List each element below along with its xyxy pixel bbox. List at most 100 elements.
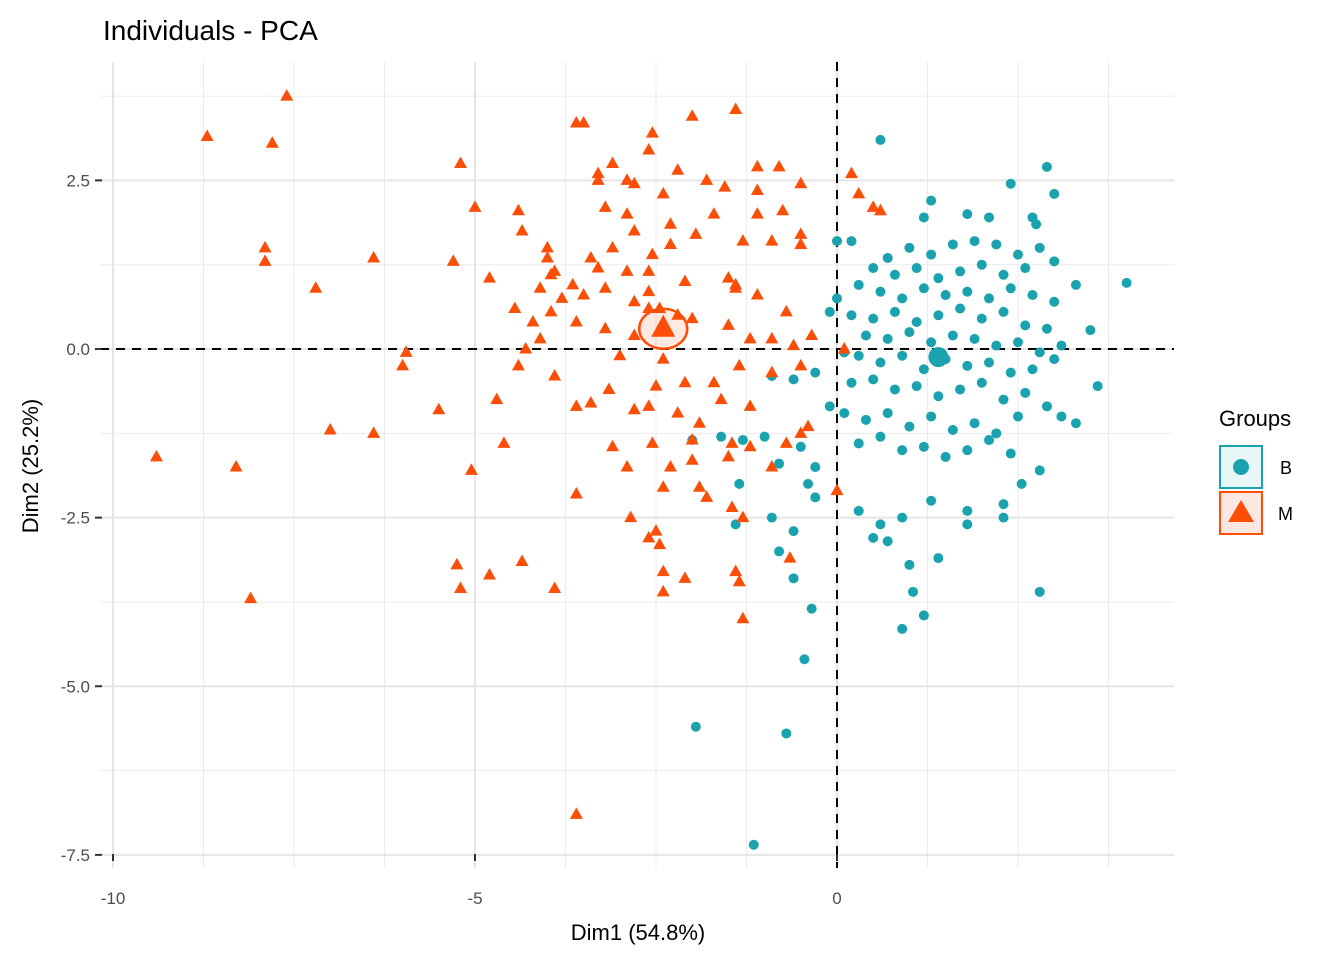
data-point-m <box>450 557 464 570</box>
data-point-b <box>926 495 937 506</box>
data-point-m <box>732 574 746 587</box>
data-point-b <box>933 553 944 564</box>
data-point-m <box>707 207 721 219</box>
data-point-b <box>1121 277 1132 288</box>
data-point-b <box>1027 364 1038 375</box>
data-point-b <box>875 357 886 368</box>
data-point-b <box>976 377 987 388</box>
data-point-b <box>908 586 919 597</box>
data-point-m <box>624 510 638 523</box>
data-point-m <box>591 261 605 273</box>
data-point-b <box>933 391 944 402</box>
data-point-b <box>889 269 900 280</box>
x-tick-label: -10 <box>101 889 126 908</box>
data-point-m <box>721 271 735 283</box>
data-point-m <box>642 301 656 314</box>
data-point-m <box>258 240 272 253</box>
data-point-m <box>689 227 703 239</box>
data-point-b <box>1070 279 1081 290</box>
centroid-b <box>929 348 948 367</box>
data-point-m <box>642 264 656 276</box>
data-point-m <box>606 240 620 253</box>
data-point-b <box>1092 381 1103 392</box>
data-point-m <box>569 487 583 499</box>
data-point-m <box>519 342 533 354</box>
y-tick-label: 2.5 <box>66 171 90 190</box>
data-point-b <box>1056 411 1067 422</box>
data-point-m <box>569 807 583 819</box>
data-point-b <box>940 290 951 301</box>
legend-label-m: M <box>1278 504 1293 524</box>
data-point-m <box>399 345 413 357</box>
data-point-b <box>1005 178 1016 189</box>
data-point-m <box>627 402 641 415</box>
data-point-m <box>569 315 583 327</box>
data-point-m <box>765 460 779 472</box>
data-point-b <box>1049 256 1060 267</box>
data-point-m <box>801 419 815 432</box>
data-point-b <box>824 306 835 317</box>
data-point-b <box>1005 367 1016 378</box>
data-point-b <box>810 492 821 503</box>
data-point-m <box>678 274 692 287</box>
data-point-m <box>663 237 677 249</box>
data-point-m <box>602 382 616 394</box>
data-point-b <box>690 721 701 732</box>
data-point-b <box>991 340 1002 351</box>
data-point-m <box>482 271 496 283</box>
data-point-m <box>533 331 547 344</box>
data-point-b <box>766 512 777 523</box>
data-point-b <box>918 283 929 294</box>
data-point-b <box>875 519 886 530</box>
data-point-m <box>830 483 844 496</box>
data-point-b <box>1041 323 1052 334</box>
data-point-b <box>911 317 922 328</box>
data-point-b <box>976 313 987 324</box>
data-point-b <box>734 478 745 489</box>
data-point-m <box>721 449 735 462</box>
data-point-m <box>685 433 699 445</box>
data-point-b <box>882 536 893 547</box>
data-point-m <box>783 551 797 563</box>
data-point-b <box>926 195 937 206</box>
data-point-b <box>737 435 748 446</box>
data-point-m <box>736 510 750 523</box>
data-point-m <box>750 288 764 300</box>
data-point-m <box>620 264 634 276</box>
data-point-b <box>926 411 937 422</box>
data-point-m <box>591 173 605 185</box>
data-point-b <box>846 310 857 321</box>
data-point-b <box>846 377 857 388</box>
data-point-m <box>772 159 786 172</box>
data-point-m <box>544 304 558 317</box>
data-point-b <box>889 306 900 317</box>
chart-title: Individuals - PCA <box>103 15 318 46</box>
legend-title: Groups <box>1219 406 1291 431</box>
centroid-m <box>651 314 676 337</box>
data-point-m <box>555 291 569 303</box>
data-point-m <box>794 237 808 249</box>
data-point-m <box>653 301 667 314</box>
data-point-m <box>584 250 598 263</box>
data-point-m <box>280 89 294 101</box>
data-point-b <box>846 236 857 247</box>
data-point-b <box>788 526 799 537</box>
data-point-b <box>991 428 1002 439</box>
data-point-m <box>606 439 620 452</box>
data-point-b <box>984 212 995 223</box>
data-point-m <box>584 395 598 408</box>
data-point-b <box>897 512 908 523</box>
data-point-m <box>653 537 667 550</box>
data-point-m <box>446 254 460 266</box>
data-point-b <box>976 259 987 270</box>
data-point-m <box>656 584 670 597</box>
data-point-m <box>258 254 272 266</box>
data-point-b <box>1034 347 1045 358</box>
data-point-b <box>998 269 1009 280</box>
data-point-m <box>663 217 677 229</box>
data-point-m <box>613 348 627 361</box>
data-point-m <box>642 284 656 297</box>
data-point-m <box>656 480 670 492</box>
group-centroids <box>651 314 948 367</box>
data-point-m <box>765 331 779 344</box>
